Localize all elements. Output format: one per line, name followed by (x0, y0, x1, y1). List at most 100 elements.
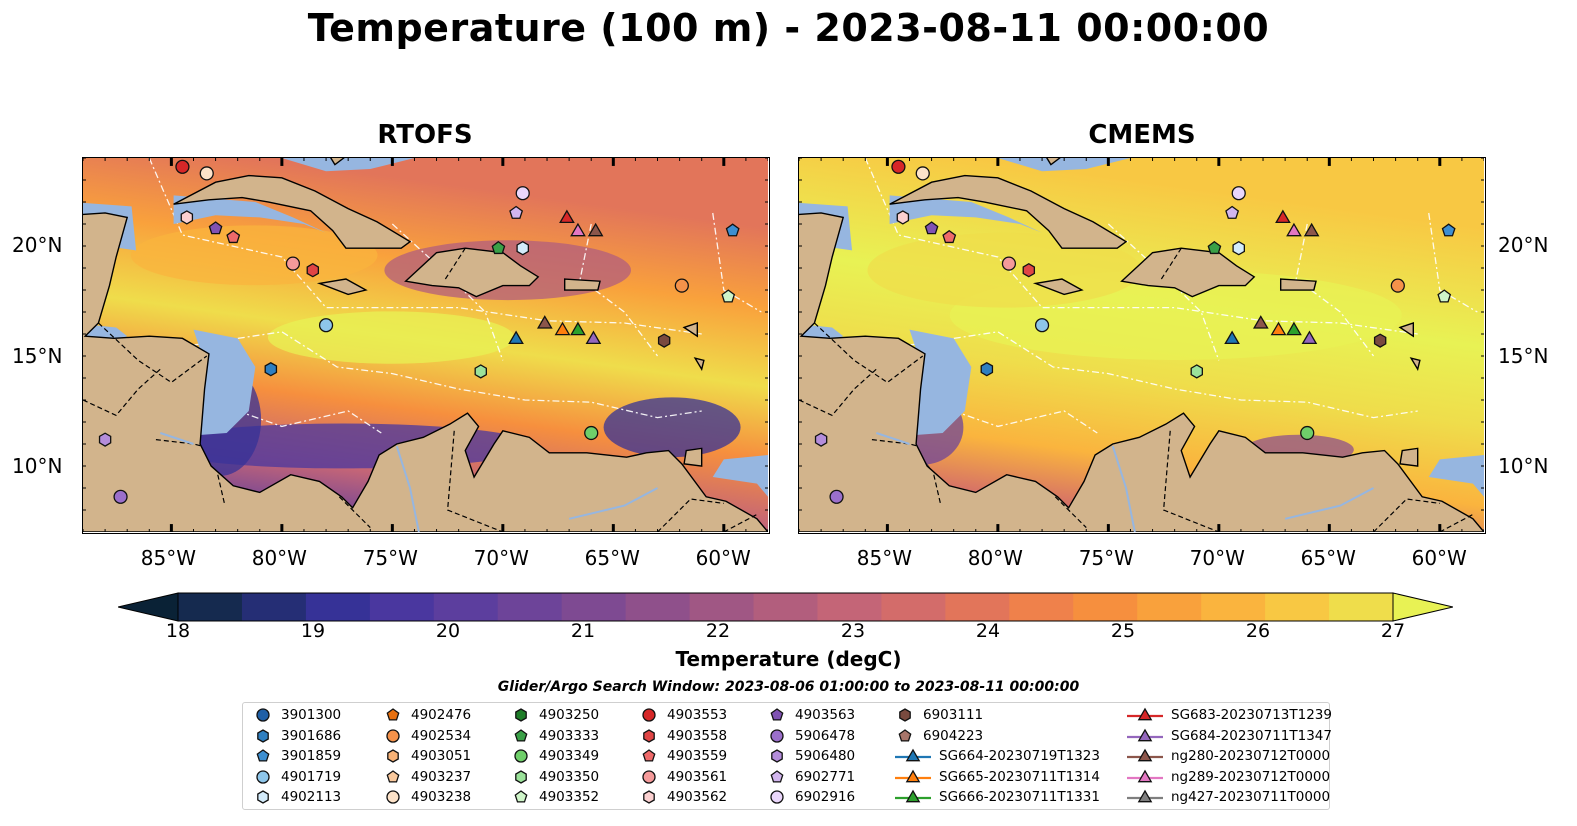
colorbar-tick-label: 20 (435, 620, 461, 642)
legend-label: SG665-20230711T1314 (939, 768, 1100, 785)
country-border (723, 513, 758, 532)
lat-tick-label: 10°N (12, 454, 63, 479)
legend-label: 5906480 (795, 748, 856, 765)
legend-label: 4903238 (411, 789, 472, 806)
marker-4903333 (491, 240, 506, 255)
legend-marker-icon (770, 728, 784, 743)
lon-tick-label: 70°W (1189, 546, 1245, 570)
map-panel-rtofs[interactable] (82, 157, 770, 534)
marker-4903349 (584, 425, 599, 441)
lon-tick-label: 85°W (856, 546, 912, 570)
colorbar-label: Temperature (degC) (675, 647, 902, 671)
river (395, 445, 420, 532)
legend-item: 5906480 (767, 746, 855, 766)
marker-4903562 (180, 210, 194, 225)
legend-label: 4903349 (539, 748, 600, 765)
legend-item: 6902771 (767, 767, 855, 787)
panel-title-cmems: CMEMS (1088, 120, 1196, 150)
eez-boundary (1428, 212, 1478, 313)
colorbar-segment (817, 593, 883, 621)
country-border (444, 247, 466, 280)
legend-label: 4903350 (539, 768, 600, 785)
country-border (814, 322, 924, 384)
legend-marker (514, 749, 528, 763)
marker-4901719 (1034, 318, 1050, 333)
legend-marker (1137, 707, 1153, 721)
colorbar-segment (561, 593, 627, 621)
eez-boundary (1295, 223, 1375, 357)
legend-marker (386, 708, 400, 721)
legend-marker-icon (642, 708, 656, 722)
legend-item: 6902916 (767, 787, 855, 807)
colorbar-tick-label: 23 (840, 620, 866, 642)
marker-ng289-20230712T0000 (1286, 222, 1302, 237)
map-canvas (799, 158, 1484, 532)
eez-boundary (909, 331, 1418, 419)
marker-ng280-20230712T0000 (1303, 222, 1320, 237)
legend-marker-icon (1127, 728, 1163, 741)
marker-6902916 (515, 186, 530, 201)
legend-marker-icon (256, 770, 270, 784)
legend-item: 4903051 (383, 746, 471, 766)
marker-ng280-20230712T0000 (1252, 315, 1269, 329)
continental-shelf (889, 195, 1043, 233)
legend-marker-icon (770, 769, 784, 783)
legend-marker-icon (514, 790, 528, 803)
legend-label: 3901686 (281, 727, 342, 744)
legend-marker (643, 790, 655, 805)
landmass (563, 278, 601, 291)
legend-label: 3901300 (281, 707, 342, 723)
legend-marker (642, 770, 656, 784)
legend-label: 4903563 (795, 707, 856, 723)
colorbar-tick-label: 21 (570, 620, 596, 642)
legend-label: 4903562 (667, 789, 728, 806)
map-panel-cmems[interactable] (798, 157, 1486, 534)
marker-4903561 (1001, 256, 1017, 271)
legend-marker (1137, 789, 1153, 803)
lon-tick-label: 80°W (251, 546, 307, 570)
legend-item: 4903553 (639, 705, 727, 725)
country-border (217, 474, 226, 504)
colorbar-extend-high (1392, 592, 1454, 622)
colorbar-segment (433, 593, 499, 621)
legend-marker-icon (1127, 789, 1163, 803)
river (876, 432, 910, 445)
legend-item: SG683-20230713T1239 (1127, 705, 1332, 725)
legend-item: 4903238 (383, 787, 471, 807)
marker-5906478 (113, 489, 128, 504)
legend-item: 5906478 (767, 726, 855, 746)
legend-marker-icon (895, 748, 931, 762)
legend-item: 3901300 (253, 705, 341, 725)
lon-tick-label: 75°W (1078, 546, 1134, 570)
legend-marker (256, 708, 270, 722)
landmass (693, 357, 705, 372)
legend-label: 4903333 (539, 727, 600, 744)
legend-marker-icon (895, 789, 931, 803)
marker-3901686 (980, 362, 994, 377)
marker-ng280-20230712T0000 (536, 315, 553, 329)
legend-marker-icon (387, 749, 399, 763)
legend-marker (905, 789, 921, 803)
legend-item: 4903352 (511, 787, 599, 807)
legend-marker-icon (1127, 769, 1163, 783)
marker-5906480 (98, 432, 112, 447)
eez-boundary (864, 158, 1418, 335)
legend-item: 4903562 (639, 787, 727, 807)
legend-marker (905, 748, 921, 762)
colorbar-segment (241, 593, 307, 621)
river (1111, 445, 1136, 532)
colorbar-extend-low (117, 592, 179, 622)
marker-3901859 (725, 223, 740, 237)
legend-item: 4902534 (383, 726, 471, 746)
legend-marker-icon (386, 790, 400, 805)
legend-item: SG666-20230711T1331 (895, 787, 1100, 807)
country-border (155, 439, 203, 447)
landmass (1399, 447, 1419, 467)
legend-label: 6902771 (795, 768, 856, 785)
legend-item: 4902476 (383, 705, 471, 725)
legend-marker (256, 749, 270, 762)
marker-6902771 (1225, 205, 1240, 219)
marker-4903563 (208, 221, 223, 235)
legend-marker (771, 749, 783, 763)
legend-label: SG684-20230711T1347 (1171, 727, 1332, 744)
